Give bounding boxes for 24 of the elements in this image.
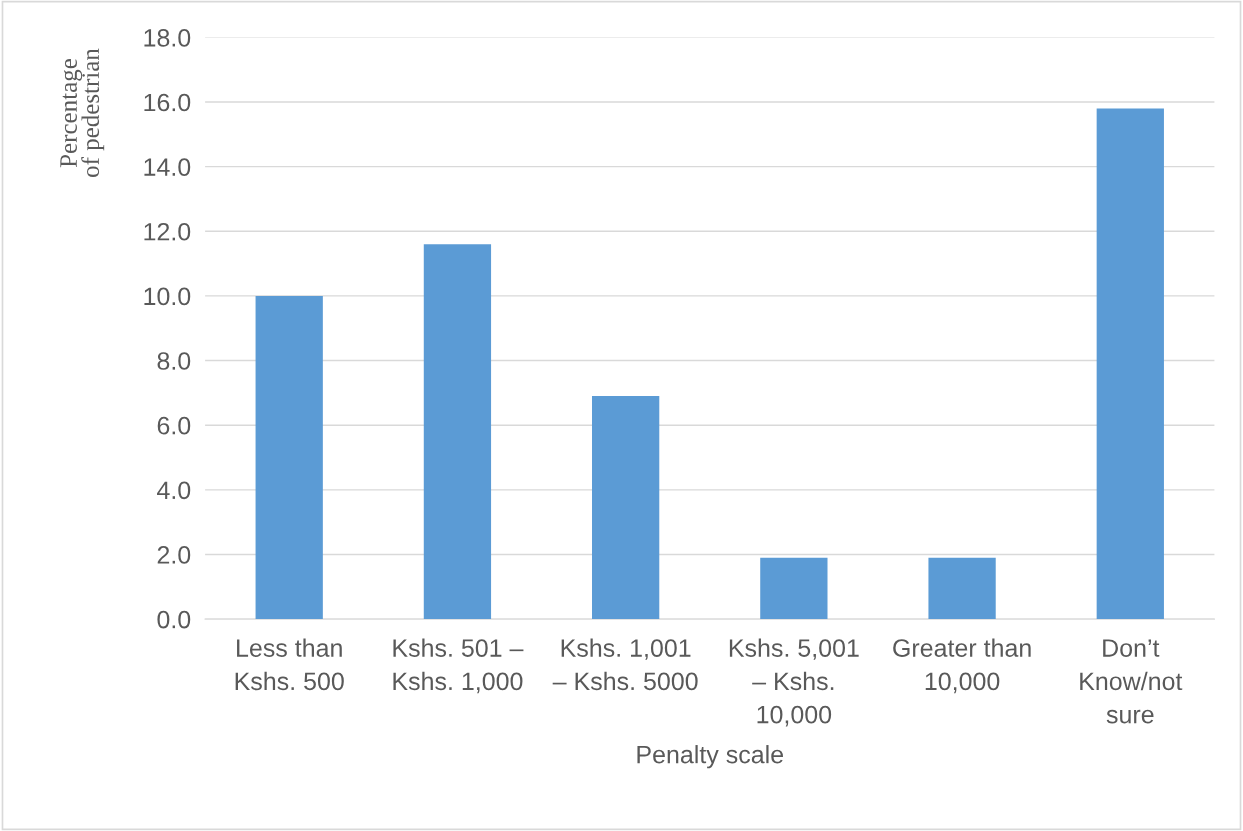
bar — [928, 557, 996, 620]
y-tick-label: 12.0 — [144, 222, 191, 241]
x-axis-title: Penalty scale — [637, 745, 783, 769]
bar — [592, 396, 660, 620]
x-tick-label: Don’t Know/not sure — [1080, 639, 1183, 724]
x-tick-label: Kshs. 5,001 – Kshs. 10,000 — [729, 638, 859, 727]
bar — [255, 295, 323, 620]
y-tick-label: 18.0 — [144, 29, 191, 47]
y-tick-label: 14.0 — [144, 158, 191, 176]
y-tick-label: 16.0 — [144, 93, 191, 112]
bar — [760, 557, 828, 620]
x-tick-label: Kshs. 1,001 – Kshs. 5000 — [552, 638, 698, 691]
y-tick-label: 0.0 — [157, 610, 191, 629]
x-tick-label: Kshs. 501 – Kshs. 1,000 — [393, 638, 524, 694]
bar — [1096, 108, 1164, 620]
y-axis-title: Percentage of pedestrian — [60, 48, 105, 177]
bar — [423, 244, 492, 620]
y-tick-label: 8.0 — [157, 352, 191, 370]
x-tick-label: Less than Kshs. 500 — [235, 638, 344, 691]
x-tick-label: Greater than 10,000 — [893, 638, 1031, 694]
y-tick-label: 2.0 — [157, 546, 191, 564]
y-tick-label: 10.0 — [144, 287, 191, 306]
y-tick-label: 6.0 — [157, 416, 191, 435]
y-tick-label: 4.0 — [157, 481, 191, 500]
